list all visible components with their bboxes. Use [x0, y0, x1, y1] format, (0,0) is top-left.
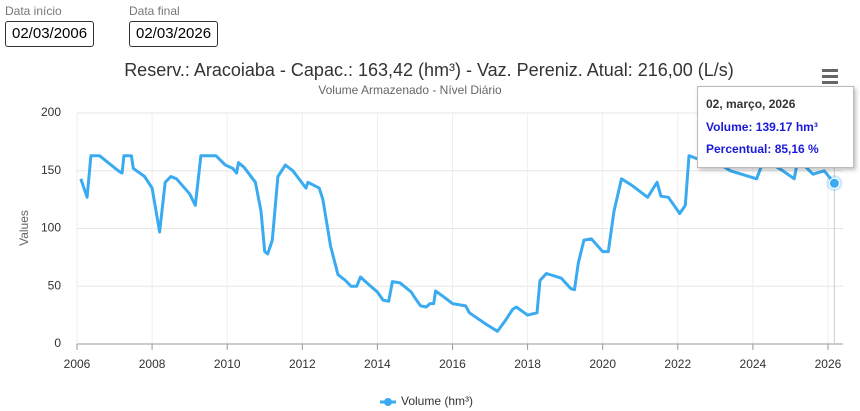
- x-tick-label: 2006: [64, 357, 91, 371]
- x-tick-label: 2016: [439, 357, 466, 371]
- start-label: Data início: [5, 4, 62, 18]
- x-tick-label: 2008: [139, 357, 166, 371]
- x-tick-label: 2014: [364, 357, 391, 371]
- end-label: Data final: [129, 4, 180, 18]
- tooltip: 02, março, 2026 Volume: 139.17 hm³ Perce…: [697, 86, 854, 168]
- chart-title: Reserv.: Aracoiaba - Capac.: 163,42 (hm³…: [124, 60, 734, 80]
- y-axis-label: Values: [17, 210, 31, 246]
- x-tick-label: 2022: [664, 357, 691, 371]
- end-date-input[interactable]: 02/03/2026: [129, 21, 219, 47]
- y-tick-label: 200: [41, 105, 61, 119]
- chart-subtitle: Volume Armazenado - Nível Diário: [318, 83, 502, 97]
- series-line: [79, 154, 836, 333]
- x-tick-label: 2010: [214, 357, 241, 371]
- tooltip-percent: Percentual: 85,16 %: [706, 142, 819, 156]
- hover-point: [828, 177, 840, 189]
- y-tick-label: 50: [48, 278, 62, 292]
- y-tick-label: 150: [41, 163, 61, 177]
- y-tick-label: 0: [54, 336, 61, 350]
- x-tick-label: 2018: [514, 357, 541, 371]
- tooltip-volume: Volume: 139.17 hm³: [706, 120, 818, 134]
- x-tick-label: 2026: [815, 357, 842, 371]
- x-tick-label: 2012: [289, 357, 316, 371]
- menu-button[interactable]: [822, 69, 838, 84]
- y-tick-label: 100: [41, 221, 61, 235]
- x-tick-label: 2020: [589, 357, 616, 371]
- legend-label: Volume (hm³): [401, 394, 473, 408]
- tooltip-date: 02, março, 2026: [706, 97, 796, 111]
- start-date-input[interactable]: 02/03/2006: [5, 21, 95, 47]
- x-tick-label: 2024: [740, 357, 767, 371]
- legend-marker: [384, 398, 392, 406]
